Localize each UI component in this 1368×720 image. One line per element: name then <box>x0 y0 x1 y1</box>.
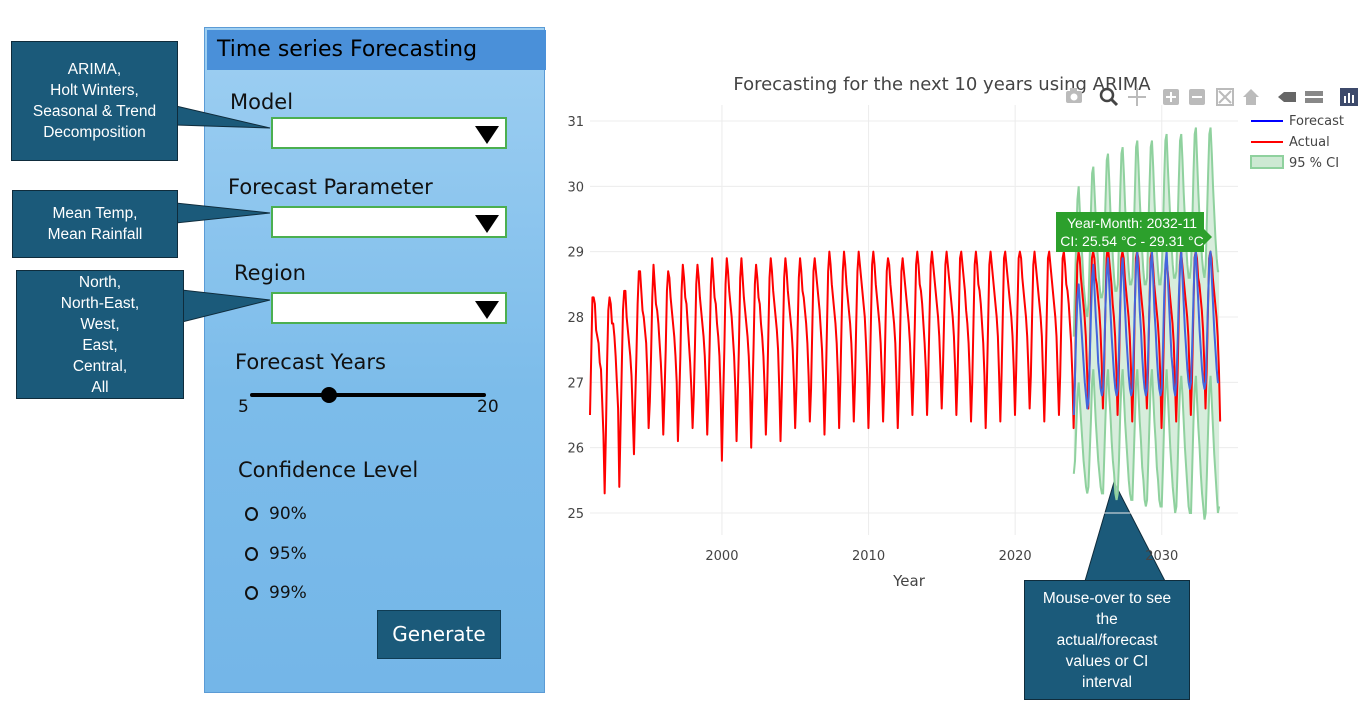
callout-line: actual/forecast <box>1056 631 1158 649</box>
radio-label: 95% <box>269 544 307 564</box>
tooltip-line-2: CI: 25.54 °C - 29.31 °C <box>1060 233 1204 249</box>
ci-lower-line <box>1072 369 1221 520</box>
y-tick-label: 31 <box>567 115 584 130</box>
modebar <box>1066 87 1358 107</box>
confidence-option-95[interactable]: 95% <box>245 542 307 566</box>
zoom-out-icon[interactable] <box>1189 89 1205 105</box>
slider-min-label: 5 <box>238 397 249 417</box>
zoom-icon[interactable] <box>1099 87 1119 107</box>
zoom-in-icon[interactable] <box>1163 89 1179 105</box>
legend-ci[interactable]: 95 % CI <box>1289 156 1339 171</box>
legend-forecast[interactable]: Forecast <box>1289 114 1344 129</box>
forecast-parameter-label: Forecast Parameter <box>228 175 433 199</box>
x-tick-label: 2010 <box>852 549 885 564</box>
y-tick-label: 28 <box>567 311 584 326</box>
hover-compare-icon[interactable] <box>1305 91 1323 103</box>
model-callout: ARIMA, Holt Winters, Seasonal & Trend De… <box>11 41 178 161</box>
forecast-parameter-dropdown[interactable] <box>271 206 507 238</box>
radio-label: 99% <box>269 583 307 603</box>
callout-line: the <box>1096 610 1118 628</box>
x-tick-label: 2000 <box>705 549 738 564</box>
forecast-series-line <box>1072 250 1220 416</box>
callout-line: Seasonal & Trend <box>32 103 157 120</box>
x-tick-label: 2030 <box>1145 549 1178 564</box>
callout-line: ARIMA, <box>67 61 122 78</box>
chevron-down-icon <box>475 301 499 319</box>
radio-label: 90% <box>269 504 307 524</box>
callout-line: values or CI <box>1065 652 1149 670</box>
chevron-down-icon <box>475 215 499 233</box>
slider-handle[interactable] <box>320 387 337 403</box>
y-tick-label: 26 <box>567 442 584 457</box>
chart-title: Forecasting for the next 10 years using … <box>733 74 1151 95</box>
axis-ticks: 25 26 27 28 29 30 31 2000 2010 2020 2030 <box>567 115 1178 564</box>
x-tick-label: 2020 <box>999 549 1032 564</box>
callout-line: East, <box>82 336 118 354</box>
hover-tooltip: Year-Month: 2032-11 CI: 25.54 °C - 29.31… <box>1056 212 1212 252</box>
legend-ci-swatch <box>1250 155 1284 169</box>
chart-legend[interactable]: Forecast Actual 95 % CI <box>1250 114 1344 171</box>
confidence-option-99[interactable]: 99% <box>245 581 307 605</box>
slider-max-label: 20 <box>477 397 499 417</box>
callout-line: North-East, <box>60 294 140 312</box>
hover-callout: Mouse-over to see the actual/forecast va… <box>1024 580 1190 700</box>
camera-icon[interactable] <box>1066 88 1082 103</box>
parameter-callout: Mean Temp, Mean Rainfall <box>12 190 178 258</box>
confidence-level-label: Confidence Level <box>238 458 419 482</box>
radio-button[interactable] <box>245 586 258 600</box>
forecast-years-slider[interactable] <box>250 387 486 403</box>
ci-upper-line <box>1072 127 1220 337</box>
generate-button[interactable]: Generate <box>377 610 501 659</box>
x-axis-title: Year <box>892 572 926 590</box>
callout-line: Mean Temp, <box>52 205 138 222</box>
y-tick-label: 30 <box>567 180 584 195</box>
plotly-logo-icon[interactable] <box>1340 88 1358 106</box>
callout-line: Mouse-over to see <box>1042 589 1172 607</box>
y-tick-label: 27 <box>567 376 584 391</box>
pan-icon[interactable] <box>1128 88 1146 106</box>
callout-line: Central, <box>72 357 128 375</box>
forecast-control-panel: Time series Forecasting Model Forecast P… <box>204 27 546 693</box>
reset-axes-icon[interactable] <box>1243 89 1259 105</box>
callout-line: Mean Rainfall <box>47 226 143 243</box>
model-dropdown[interactable] <box>271 117 507 149</box>
hover-closest-icon[interactable] <box>1278 92 1296 102</box>
region-dropdown[interactable] <box>271 292 507 324</box>
tooltip-line-1: Year-Month: 2032-11 <box>1067 215 1197 231</box>
actual-series-line <box>589 244 1222 495</box>
forecast-years-label: Forecast Years <box>235 350 386 374</box>
y-tick-label: 29 <box>567 246 584 261</box>
callout-line: West, <box>80 315 120 333</box>
panel-title: Time series Forecasting <box>207 30 546 70</box>
region-callout: North, North-East, West, East, Central, … <box>16 270 184 399</box>
callout-line: interval <box>1082 673 1132 691</box>
callout-line: Decomposition <box>43 124 146 141</box>
region-label: Region <box>234 261 306 285</box>
callout-line: All <box>91 378 109 396</box>
legend-actual[interactable]: Actual <box>1289 135 1330 150</box>
series-lines[interactable] <box>589 244 1222 495</box>
confidence-option-90[interactable]: 90% <box>245 502 307 526</box>
autoscale-icon[interactable] <box>1216 88 1234 106</box>
chevron-down-icon <box>475 126 499 144</box>
radio-button[interactable] <box>245 507 258 521</box>
y-tick-label: 25 <box>567 507 584 522</box>
callout-line: North, <box>78 273 122 291</box>
radio-button[interactable] <box>245 547 258 561</box>
callout-line: Holt Winters, <box>50 82 139 99</box>
